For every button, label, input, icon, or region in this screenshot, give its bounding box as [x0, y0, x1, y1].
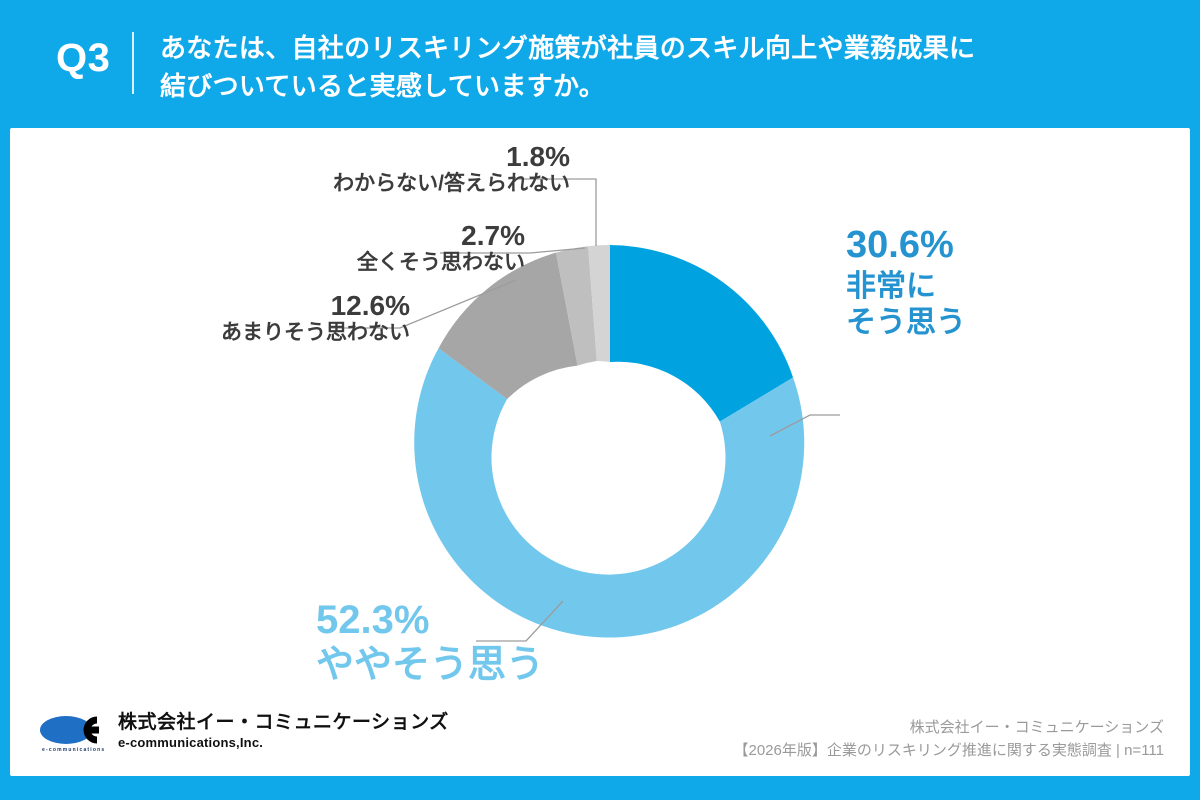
company-logo: e-communications 株式会社イー・コミュニケーションズ e-com…: [40, 712, 449, 753]
logo-text-jp: 株式会社イー・コミュニケーションズ: [118, 712, 449, 733]
callout-strongly-agree: 30.6% 非常に そう思う: [846, 224, 966, 342]
callout-strongly-agree-label-2: そう思う: [846, 306, 966, 340]
leader-lines: [330, 178, 840, 642]
slice-not-at-all[interactable]: [555, 246, 597, 366]
callout-not-much: 12.6% あまりそう思わない: [110, 290, 410, 345]
footer-survey: 【2026年版】企業のリスキリング推進に関する実態調査 | n=111: [733, 742, 1164, 760]
donut-slices: [414, 245, 805, 638]
logo-text-en: e-communications,Inc.: [118, 734, 264, 750]
logo-c-icon: [40, 715, 99, 744]
donut-chart: 1.8% わからない/答えられない 2.7% 全くそう思わない 12.6% あま…: [10, 128, 1190, 708]
question-text: あなたは、自社のリスキリング施策が社員のスキル向上や業務成果に 結びついていると…: [160, 30, 1120, 105]
footer-credit: 株式会社イー・コミュニケーションズ 【2026年版】企業のリスキリング推進に関す…: [733, 716, 1164, 763]
footer-company: 株式会社イー・コミュニケーションズ: [909, 719, 1164, 736]
leader-somewhat-agree: [476, 600, 564, 642]
slice-strongly-agree[interactable]: [610, 245, 794, 422]
callout-dont-know-label: わからない/答えられない: [333, 172, 570, 196]
leader-dont-know: [515, 178, 597, 246]
leader-not-at-all: [440, 247, 586, 254]
question-line-2: 結びついていると実感していますか。: [160, 70, 606, 101]
callout-somewhat-agree-pct: 52.3%: [316, 598, 430, 642]
donut-chart-svg: [330, 178, 840, 642]
callout-strongly-agree-label-1: 非常に: [846, 269, 936, 303]
callout-not-at-all-label: 全くそう思わない: [357, 251, 525, 275]
question-number: Q3: [56, 36, 111, 80]
callout-dont-know: 1.8% わからない/答えられない: [270, 141, 570, 196]
callout-not-at-all-pct: 2.7%: [461, 220, 525, 251]
callout-not-at-all: 2.7% 全くそう思わない: [225, 220, 525, 275]
logo-text: 株式会社イー・コミュニケーションズ e-communications,Inc.: [118, 712, 449, 752]
slice-not-much[interactable]: [438, 252, 578, 400]
callout-somewhat-agree-label: ややそう思う: [316, 643, 545, 686]
header-bar: Q3 あなたは、自社のリスキリング施策が社員のスキル向上や業務成果に 結びついて…: [0, 0, 1200, 128]
leader-strongly-agree: [769, 414, 840, 437]
logo-mark-icon: e-communications: [40, 715, 110, 753]
footer: e-communications 株式会社イー・コミュニケーションズ e-com…: [10, 708, 1190, 776]
callout-not-much-label: あまりそう思わない: [221, 321, 410, 345]
callout-somewhat-agree: 52.3% ややそう思う: [316, 598, 544, 686]
header-divider: [132, 32, 134, 94]
content-card: 1.8% わからない/答えられない 2.7% 全くそう思わない 12.6% あま…: [10, 128, 1190, 776]
callout-strongly-agree-pct: 30.6%: [846, 224, 954, 266]
logo-tagline: e-communications: [42, 746, 106, 753]
leader-not-much: [330, 279, 517, 329]
slice-somewhat-agree[interactable]: [414, 348, 805, 638]
callout-not-much-pct: 12.6%: [330, 290, 410, 321]
callout-dont-know-pct: 1.8%: [506, 141, 570, 172]
question-line-1: あなたは、自社のリスキリング施策が社員のスキル向上や業務成果に: [160, 33, 976, 63]
slice-dont-know[interactable]: [588, 245, 610, 362]
